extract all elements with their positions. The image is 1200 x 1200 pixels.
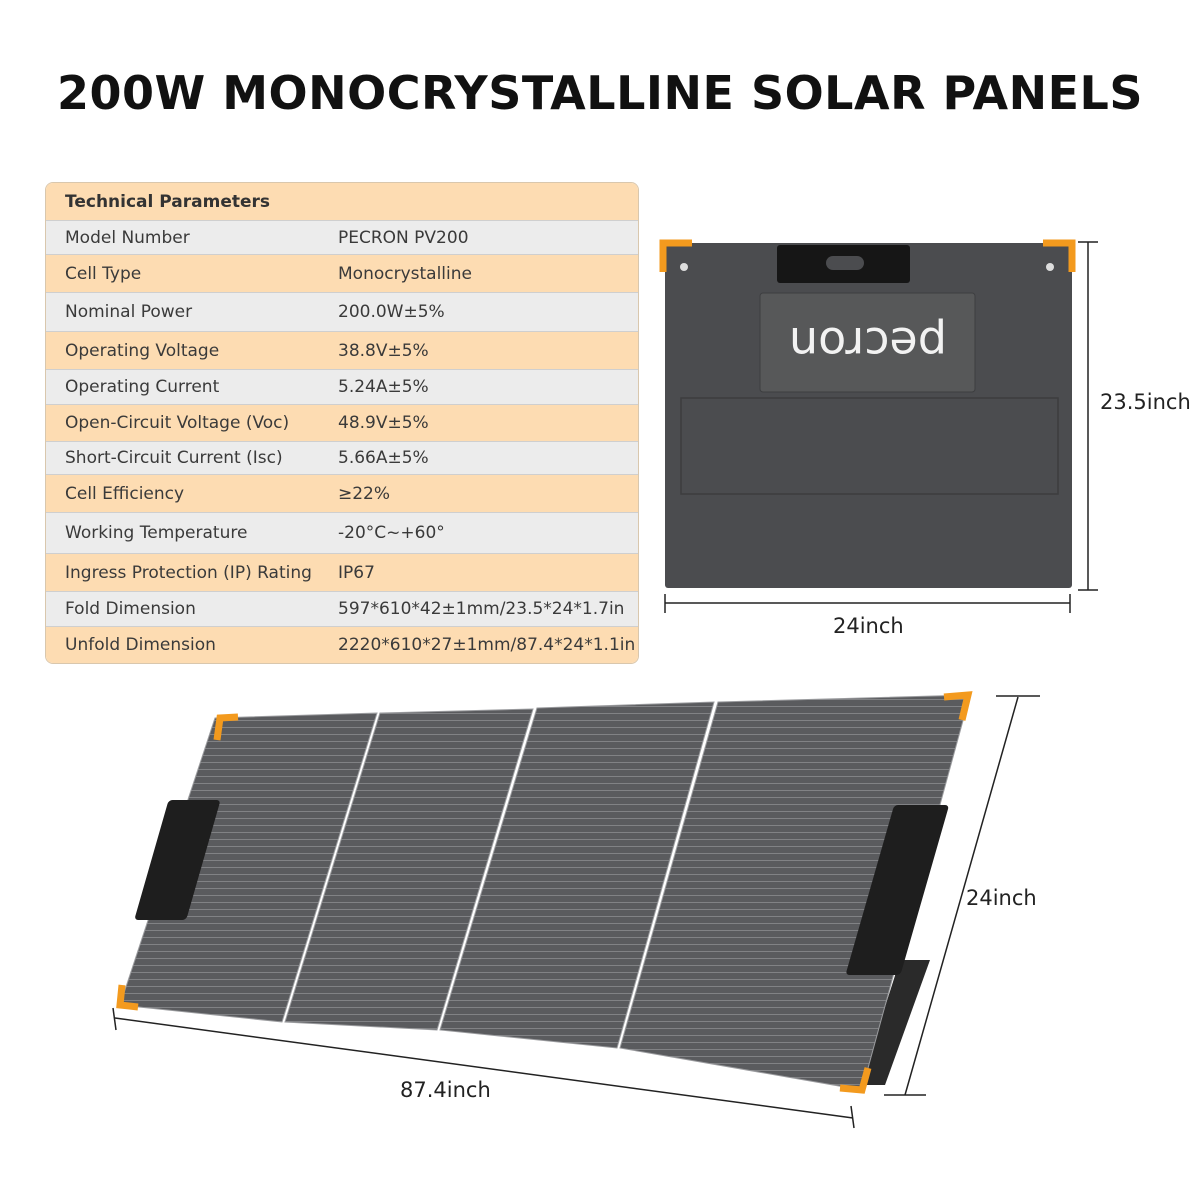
spec-table: Technical Parameters Model Number PECRON … bbox=[45, 182, 639, 664]
row-label: Cell Efficiency bbox=[65, 483, 185, 504]
table-row: Operating Current 5.24A±5% bbox=[46, 370, 638, 405]
row-value: 48.9V±5% bbox=[338, 413, 429, 433]
corner-guard bbox=[1043, 239, 1076, 272]
row-label: Open-Circuit Voltage (Voc) bbox=[65, 413, 290, 433]
row-label: Fold Dimension bbox=[65, 599, 196, 619]
table-row: Cell Efficiency ≥22% bbox=[46, 475, 638, 513]
row-value: -20°C~+60° bbox=[338, 523, 445, 543]
row-value: IP67 bbox=[338, 562, 375, 583]
row-value: 200.0W±5% bbox=[338, 302, 445, 322]
table-row: Cell Type Monocrystalline bbox=[46, 255, 638, 293]
kickstand bbox=[860, 960, 930, 1085]
table-row: Model Number PECRON PV200 bbox=[46, 221, 638, 255]
table-header: Technical Parameters bbox=[46, 183, 638, 221]
row-value: 5.24A±5% bbox=[338, 377, 429, 397]
row-value: Monocrystalline bbox=[338, 263, 472, 284]
unfolded-panel bbox=[116, 691, 973, 1094]
side-handle bbox=[135, 800, 220, 920]
row-label: Short-Circuit Current (Isc) bbox=[65, 448, 283, 468]
table-row: Fold Dimension 597*610*42±1mm/23.5*24*1.7… bbox=[46, 592, 638, 627]
folded-width-label: 24inch bbox=[833, 614, 904, 638]
row-label: Operating Voltage bbox=[65, 340, 220, 361]
folded-panel: pecron bbox=[659, 239, 1076, 588]
pecron-logo: pecron bbox=[789, 317, 947, 371]
corner-guard bbox=[659, 239, 692, 272]
row-label: Nominal Power bbox=[65, 302, 193, 322]
table-row: Unfold Dimension 2220*610*27±1mm/87.4*24*… bbox=[46, 627, 638, 663]
svg-text:pecron: pecron bbox=[789, 317, 947, 371]
side-handle bbox=[846, 805, 949, 975]
table-row: Ingress Protection (IP) Rating IP67 bbox=[46, 554, 638, 592]
row-value: 5.66A±5% bbox=[338, 448, 429, 468]
table-row: Open-Circuit Voltage (Voc) 48.9V±5% bbox=[46, 405, 638, 442]
table-header-label: Technical Parameters bbox=[65, 191, 271, 212]
table-row: Working Temperature -20°C~+60° bbox=[46, 513, 638, 554]
row-label: Unfold Dimension bbox=[65, 635, 216, 655]
unfolded-dimension-lines bbox=[112, 695, 1040, 1129]
row-value: PECRON PV200 bbox=[338, 227, 469, 248]
unfolded-length-label: 87.4inch bbox=[400, 1078, 491, 1102]
table-row: Short-Circuit Current (Isc) 5.66A±5% bbox=[46, 442, 638, 475]
row-label: Cell Type bbox=[65, 263, 142, 284]
page-title: 200W MONOCRYSTALLINE SOLAR PANELS bbox=[57, 66, 1143, 120]
table-row: Nominal Power 200.0W±5% bbox=[46, 293, 638, 332]
folded-dimension-lines bbox=[664, 241, 1098, 613]
row-value: 2220*610*27±1mm/87.4*24*1.1in bbox=[338, 635, 636, 655]
row-label: Model Number bbox=[65, 227, 190, 248]
row-value: 597*610*42±1mm/23.5*24*1.7in bbox=[338, 599, 625, 619]
row-value: 38.8V±5% bbox=[338, 340, 429, 361]
folded-height-label: 23.5inch bbox=[1100, 390, 1191, 414]
row-label: Working Temperature bbox=[65, 523, 248, 543]
logo-pad bbox=[759, 292, 976, 393]
unfolded-height-label: 24inch bbox=[966, 886, 1037, 910]
row-value: ≥22% bbox=[338, 483, 391, 504]
row-label: Ingress Protection (IP) Rating bbox=[65, 562, 312, 583]
table-row: Operating Voltage 38.8V±5% bbox=[46, 332, 638, 370]
row-label: Operating Current bbox=[65, 377, 220, 397]
